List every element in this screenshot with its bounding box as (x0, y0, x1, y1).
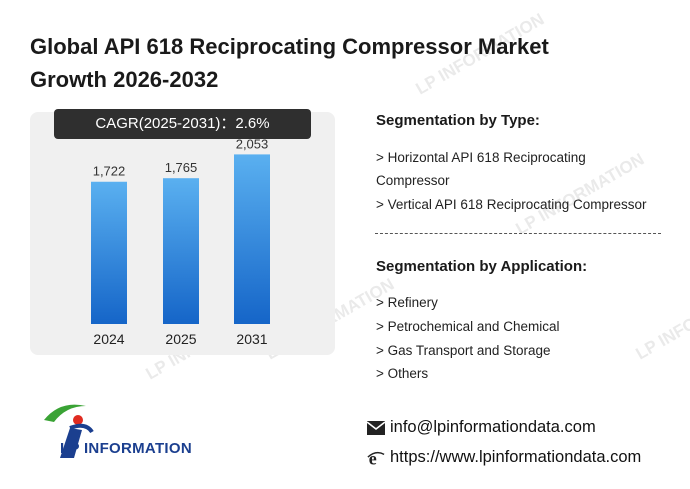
value-label: 1,722 (93, 164, 126, 179)
title-line-1: Global API 618 Reciprocating Compressor … (30, 34, 549, 59)
x-tick-label: 2025 (165, 331, 196, 347)
type-item: > Vertical API 618 Reciprocating Compres… (376, 197, 647, 212)
envelope-icon (366, 420, 386, 435)
email-link[interactable]: info@lpinformationdata.com (390, 418, 596, 436)
logo-text: LP INFORMATION (60, 440, 192, 457)
type-item: Compressor (376, 173, 450, 188)
website-link[interactable]: https://www.lpinformationdata.com (390, 448, 642, 466)
x-tick-label: 2024 (93, 331, 124, 347)
bar-2025 (163, 178, 199, 324)
bar-2024 (91, 181, 127, 324)
application-item: > Petrochemical and Chemical (376, 319, 560, 334)
segmentation-type-title: Segmentation by Type: (376, 112, 540, 129)
application-item: > Others (376, 366, 429, 381)
bar-chart: 1,722 2024 1,765 2025 2,053 2031 (91, 136, 270, 347)
svg-text:e: e (369, 449, 377, 467)
company-logo (44, 404, 94, 458)
email-contact[interactable]: info@lpinformationdata.com (366, 418, 596, 437)
x-tick-label: 2031 (236, 331, 267, 347)
watermark-text: LP INFORMATION (633, 275, 690, 364)
application-item: > Gas Transport and Storage (376, 343, 551, 358)
bar-2031 (234, 154, 270, 324)
value-label: 2,053 (236, 136, 269, 151)
title-line-2: Growth 2026-2032 (30, 67, 219, 92)
type-item: > Horizontal API 618 Reciprocating (376, 150, 586, 165)
browser-e-icon: e (367, 449, 385, 467)
value-label: 1,765 (165, 160, 198, 175)
page-title: Global API 618 Reciprocating Compressor … (30, 30, 630, 96)
application-item: > Refinery (376, 295, 438, 310)
segmentation-application-title: Segmentation by Application: (376, 258, 588, 275)
section-divider (375, 233, 661, 234)
cagr-badge: CAGR(2025-2031)：2.6% (54, 109, 311, 139)
website-contact[interactable]: e https://www.lpinformationdata.com (366, 448, 641, 467)
